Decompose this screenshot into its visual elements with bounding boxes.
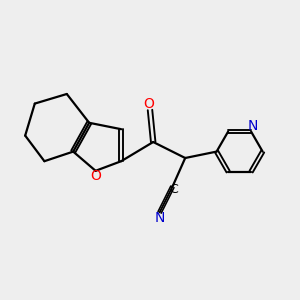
- Text: N: N: [154, 211, 165, 225]
- Text: O: O: [91, 169, 101, 183]
- Text: C: C: [169, 183, 178, 196]
- Text: N: N: [248, 119, 258, 133]
- Text: O: O: [143, 97, 154, 111]
